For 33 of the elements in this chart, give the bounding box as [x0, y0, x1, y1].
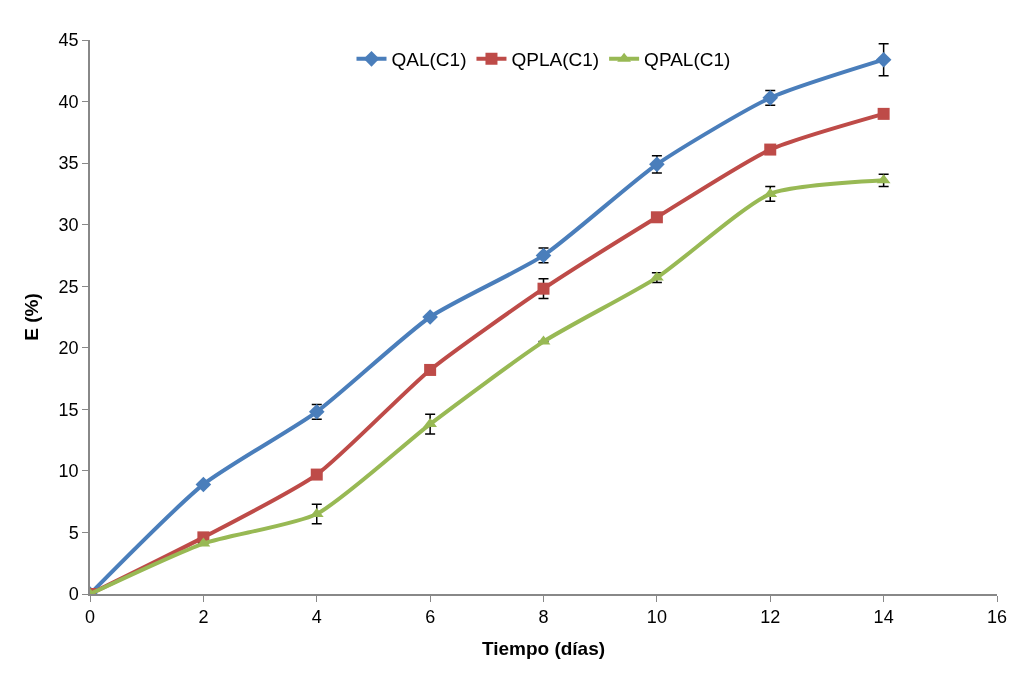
y-tick-label: 45 — [58, 30, 79, 51]
point — [310, 468, 323, 481]
y-tick-label: 30 — [58, 214, 79, 235]
y-tick-label: 40 — [58, 91, 79, 112]
y-tick-label: 20 — [58, 338, 79, 359]
x-tick-label: 2 — [198, 607, 209, 628]
point — [650, 211, 663, 224]
point — [422, 309, 438, 325]
y-tick-label: 25 — [58, 276, 79, 297]
x-tick-label: 12 — [760, 607, 781, 628]
point — [877, 107, 890, 120]
x-tick-label: 14 — [873, 607, 894, 628]
x-tick-label: 4 — [311, 607, 322, 628]
y-axis-title: E (%) — [20, 293, 42, 341]
point — [764, 143, 777, 156]
point — [537, 282, 550, 295]
x-tick-label: 6 — [425, 607, 436, 628]
point — [195, 476, 212, 493]
x-tick-label: 0 — [84, 607, 96, 628]
y-tick-label: 15 — [58, 399, 79, 420]
x-tick-label: 16 — [986, 607, 1008, 628]
point — [424, 363, 437, 376]
x-tick-label: 10 — [646, 607, 667, 628]
legend-label: QAL(C1) — [391, 49, 467, 71]
y-tick-label: 35 — [58, 153, 79, 174]
legend-label: QPLA(C1) — [511, 49, 600, 71]
point — [875, 51, 892, 68]
y-tick-label: 10 — [58, 461, 79, 482]
x-axis-title: Tiempo (días) — [481, 637, 606, 659]
x-tick-label: 8 — [538, 607, 549, 628]
legend-label: QPAL(C1) — [644, 49, 731, 71]
y-tick-label: 5 — [68, 522, 79, 543]
y-tick-label: 0 — [68, 584, 79, 605]
